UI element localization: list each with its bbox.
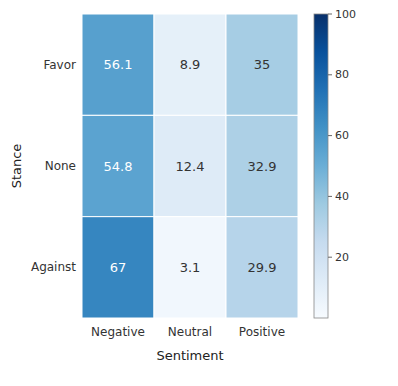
cell-labels: 56.1 8.9 35 54.8 12.4 32.9 67 3.1 29.9 [104,57,277,275]
y-tick-label: Favor [43,58,76,72]
data-label: 12.4 [176,159,205,174]
cells [82,14,298,318]
heatmap-cell [154,115,226,216]
y-tick-label: None [45,159,76,173]
heatmap-cell [82,14,154,115]
colorbar-tick [328,14,332,15]
colorbar-tick [328,74,332,75]
x-tick-label: Negative [91,325,145,339]
colorbar-tick [328,196,332,197]
data-label: 56.1 [104,57,133,72]
colorbar-tick-label: 60 [335,129,349,142]
chart: 56.1 8.9 35 54.8 12.4 32.9 67 3.1 29.9 Negative Ne… [0,0,398,386]
heatmap-cell [154,217,226,318]
heatmap-cell [154,14,226,115]
chart-container: 56.1 8.9 35 54.8 12.4 32.9 67 3.1 29.9 Negative Ne… [0,0,398,386]
data-label: 32.9 [248,159,277,174]
colorbar-tick [328,257,332,258]
colorbar-tick-label: 80 [335,68,349,81]
colorbar-scale [314,14,328,318]
y-axis-label: Stance [9,144,24,189]
data-label: 3.1 [180,260,201,275]
colorbar-tick-label: 20 [335,251,349,264]
data-label: 8.9 [180,57,201,72]
data-label: 35 [254,57,271,72]
heatmap-cell [226,14,298,115]
x-axis-label: Sentiment [156,348,223,363]
colorbar: 20 40 60 80 100 [314,8,356,319]
data-label: 29.9 [248,260,277,275]
x-tick-label: Positive [239,325,285,339]
data-label: 54.8 [104,159,133,174]
heatmap-cell [82,217,154,318]
colorbar-tick-label: 40 [335,190,349,203]
y-tick-label: Against [31,260,76,274]
colorbar-tick-label: 100 [335,8,356,21]
data-label: 67 [110,260,127,275]
heatmap-cell [82,115,154,216]
colorbar-tick [328,135,332,136]
x-tick-label: Neutral [168,325,212,339]
heatmap-cell [226,217,298,318]
heatmap-cell [226,115,298,216]
